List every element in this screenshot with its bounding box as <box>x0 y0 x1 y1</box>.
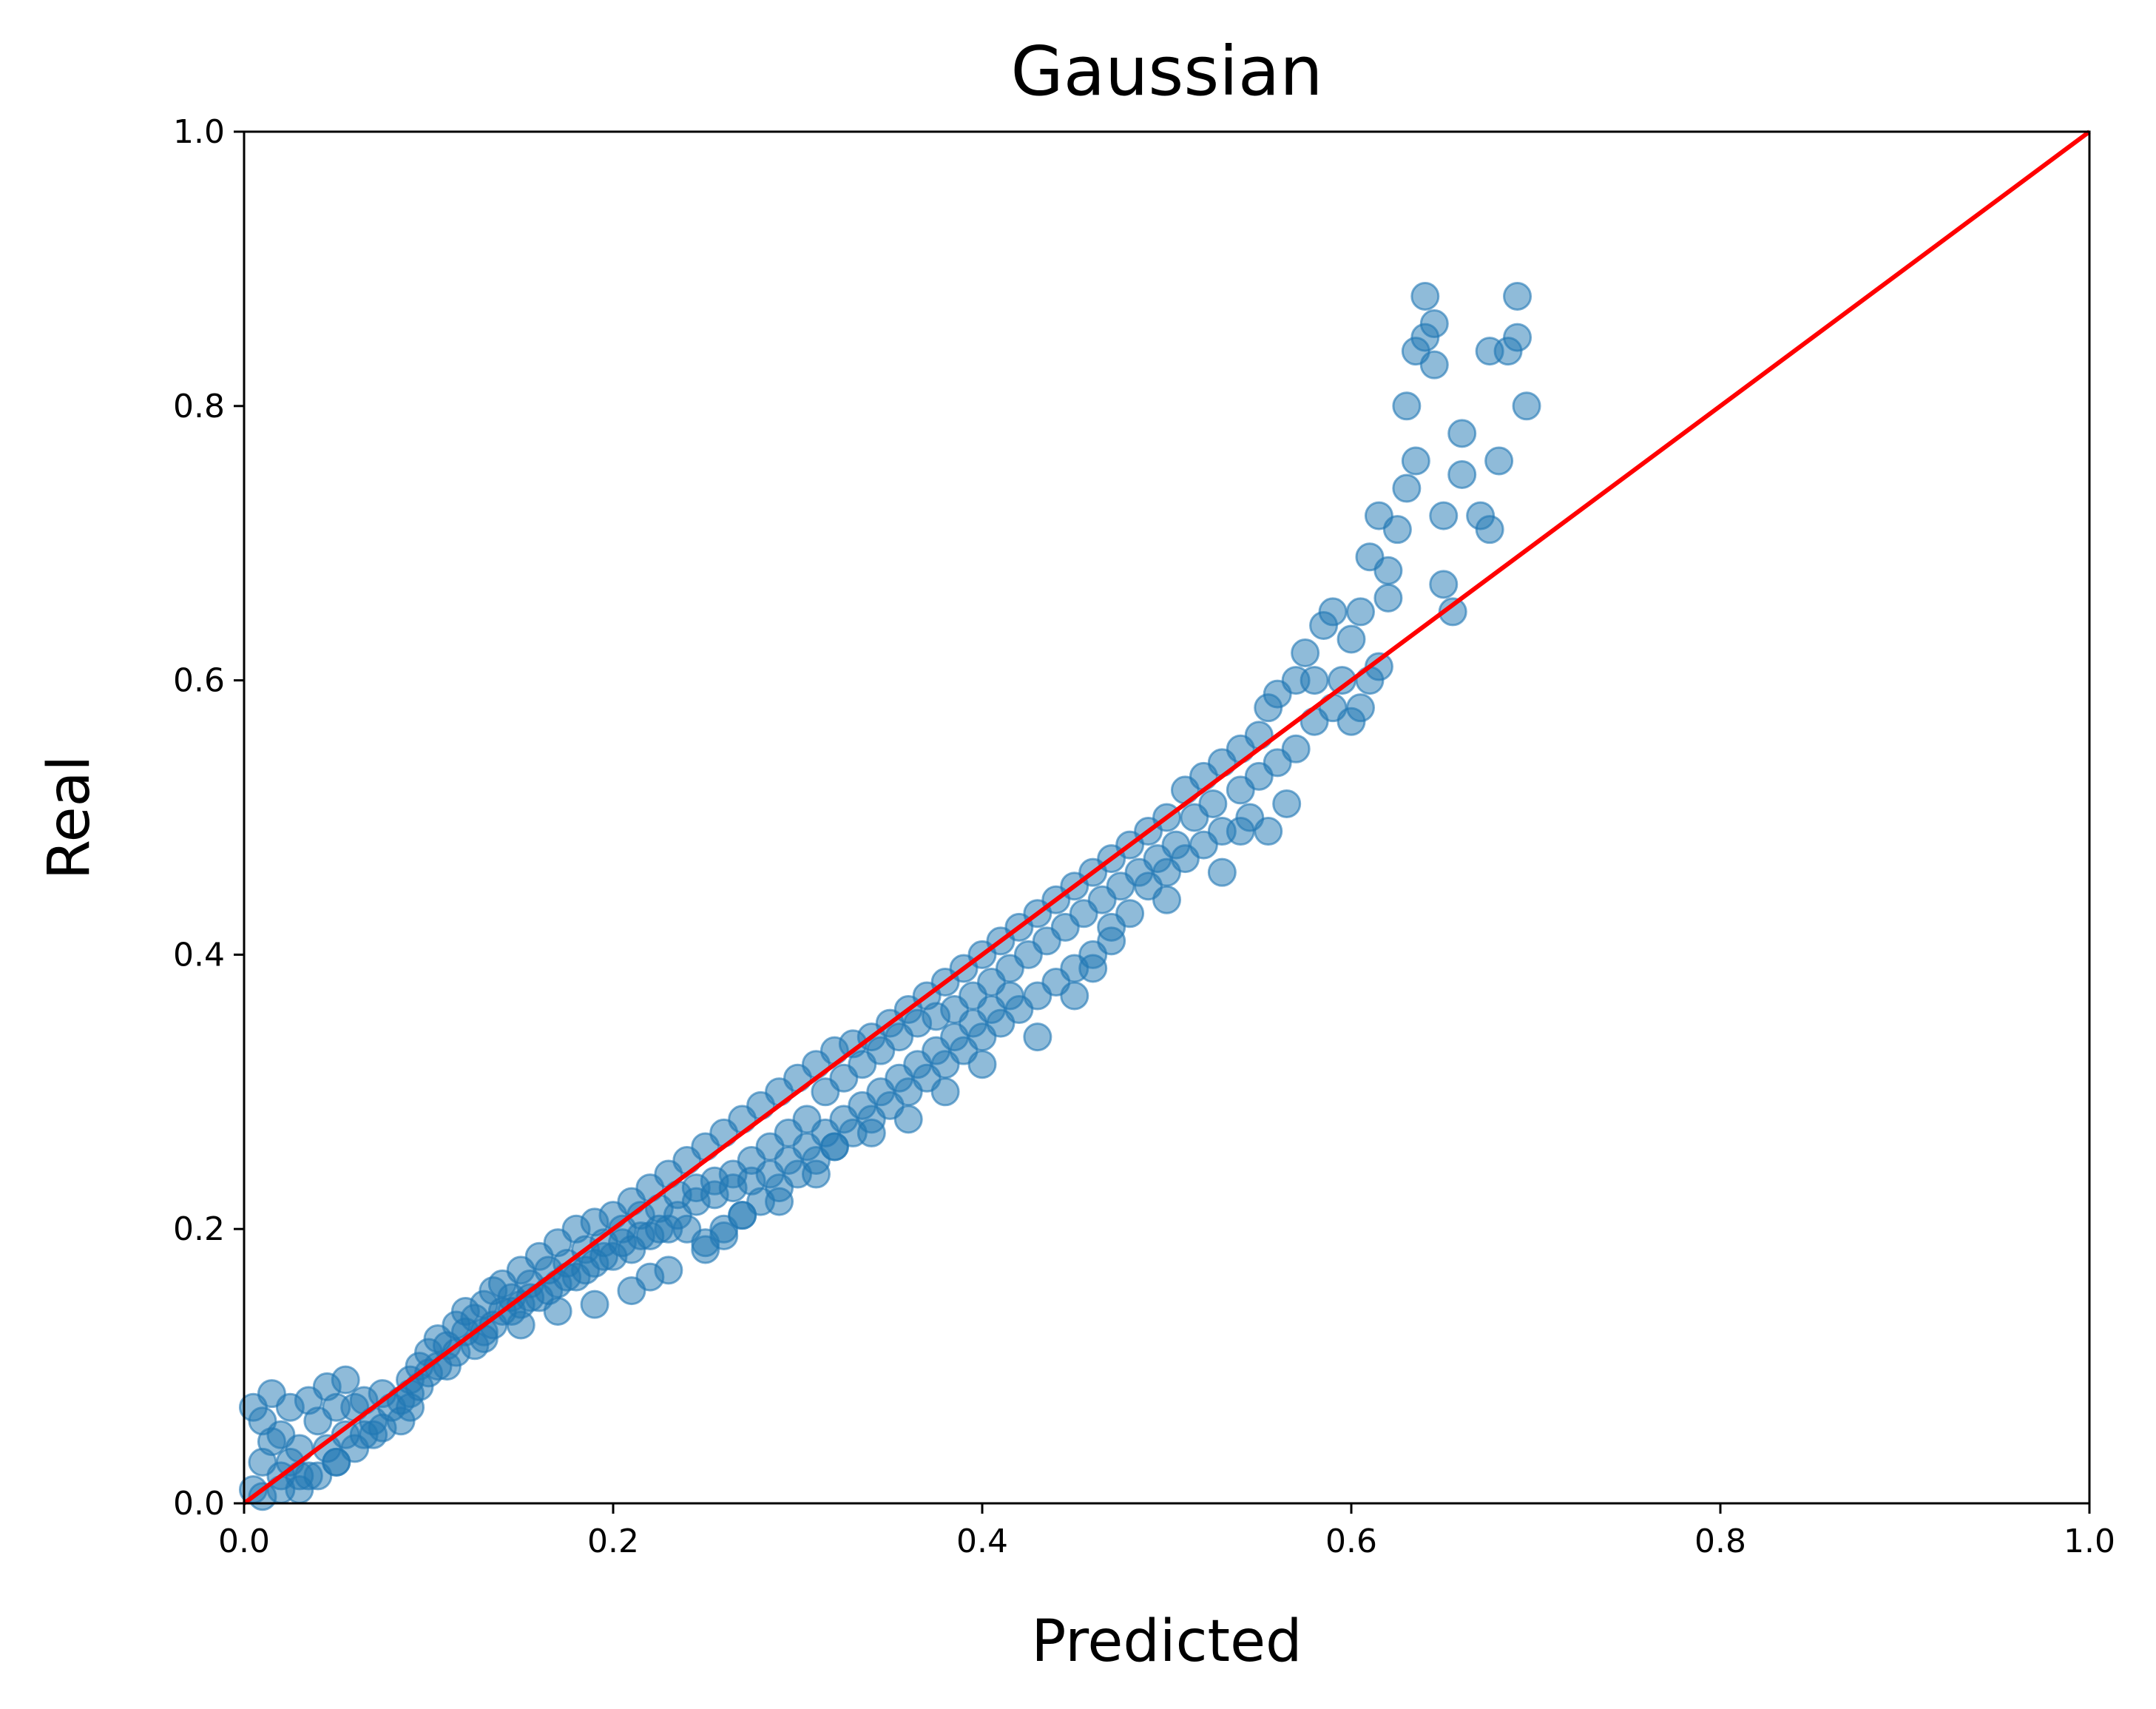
x-axis-label: Predicted <box>1031 1608 1302 1675</box>
data-point <box>331 1420 360 1449</box>
data-point <box>1198 789 1228 818</box>
data-point <box>1336 624 1366 654</box>
data-point <box>580 1290 609 1319</box>
data-point <box>1364 652 1393 681</box>
y-tick-label: 1.0 <box>173 113 225 151</box>
data-point <box>1382 515 1412 545</box>
data-point <box>1373 583 1403 613</box>
data-point <box>1401 446 1430 476</box>
y-axis: 0.0 0.2 0.4 0.6 0.8 1.0 <box>173 113 244 1523</box>
data-point <box>1484 446 1514 476</box>
data-point <box>1392 473 1422 503</box>
data-point <box>765 1187 794 1216</box>
data-point <box>1392 391 1422 421</box>
x-tick-label: 0.6 <box>1325 1523 1377 1560</box>
data-point <box>238 1392 268 1422</box>
data-point <box>1078 954 1108 983</box>
data-point <box>1438 597 1467 627</box>
data-point <box>1281 734 1311 764</box>
x-tick-label: 0.2 <box>587 1523 639 1560</box>
y-tick-label: 0.4 <box>173 936 225 974</box>
data-point <box>257 1427 286 1457</box>
data-point <box>1429 501 1459 530</box>
data-point <box>1207 857 1237 887</box>
data-point <box>856 1118 886 1147</box>
x-tick-label: 0.0 <box>218 1523 270 1560</box>
data-point <box>1272 789 1302 818</box>
data-point <box>331 1365 360 1395</box>
data-point <box>930 1077 960 1107</box>
data-point <box>1447 419 1477 448</box>
data-point <box>386 1406 416 1436</box>
data-point <box>1503 323 1532 352</box>
data-point <box>1226 817 1255 846</box>
data-point <box>1512 391 1541 421</box>
data-point <box>1345 693 1375 723</box>
y-tick-label: 0.2 <box>173 1210 225 1248</box>
data-point <box>1503 281 1532 311</box>
plot-frame <box>243 130 2091 1505</box>
data-point <box>691 1235 720 1264</box>
data-point <box>1254 817 1283 846</box>
data-point <box>617 1276 646 1306</box>
data-point <box>967 1050 997 1079</box>
reference-line <box>243 129 2091 1506</box>
data-point <box>1023 1022 1052 1052</box>
y-tick-label: 0.6 <box>173 662 225 700</box>
data-point <box>1318 597 1348 627</box>
data-point <box>995 981 1024 1011</box>
x-tick-label: 0.8 <box>1694 1523 1746 1560</box>
data-point <box>1345 597 1375 627</box>
data-point <box>893 1105 923 1134</box>
chart-title: Gaussian <box>1010 32 1322 111</box>
data-point <box>1419 350 1449 380</box>
data-point <box>294 1461 323 1491</box>
data-point <box>1300 666 1329 695</box>
x-tick-label: 1.0 <box>2064 1523 2115 1560</box>
data-point <box>728 1201 757 1230</box>
y-axis-label: Real <box>36 755 103 880</box>
x-tick-label: 0.4 <box>956 1523 1008 1560</box>
y-tick-label: 0.0 <box>173 1485 225 1523</box>
y-tick-label: 0.8 <box>173 388 225 425</box>
data-point <box>1410 281 1440 311</box>
x-axis: 0.0 0.2 0.4 0.6 0.8 1.0 <box>218 1503 2115 1560</box>
data-point <box>368 1379 397 1409</box>
data-point <box>1475 515 1504 545</box>
data-point <box>1447 460 1477 489</box>
data-point <box>1429 570 1459 599</box>
data-point <box>1373 556 1403 585</box>
data-point <box>1419 309 1449 339</box>
points-layer <box>238 281 1541 1511</box>
data-point <box>1291 638 1320 668</box>
data-point <box>1097 912 1126 942</box>
data-point <box>1060 981 1089 1011</box>
data-point <box>801 1159 831 1189</box>
data-point <box>1152 885 1181 914</box>
data-point <box>359 1420 388 1449</box>
